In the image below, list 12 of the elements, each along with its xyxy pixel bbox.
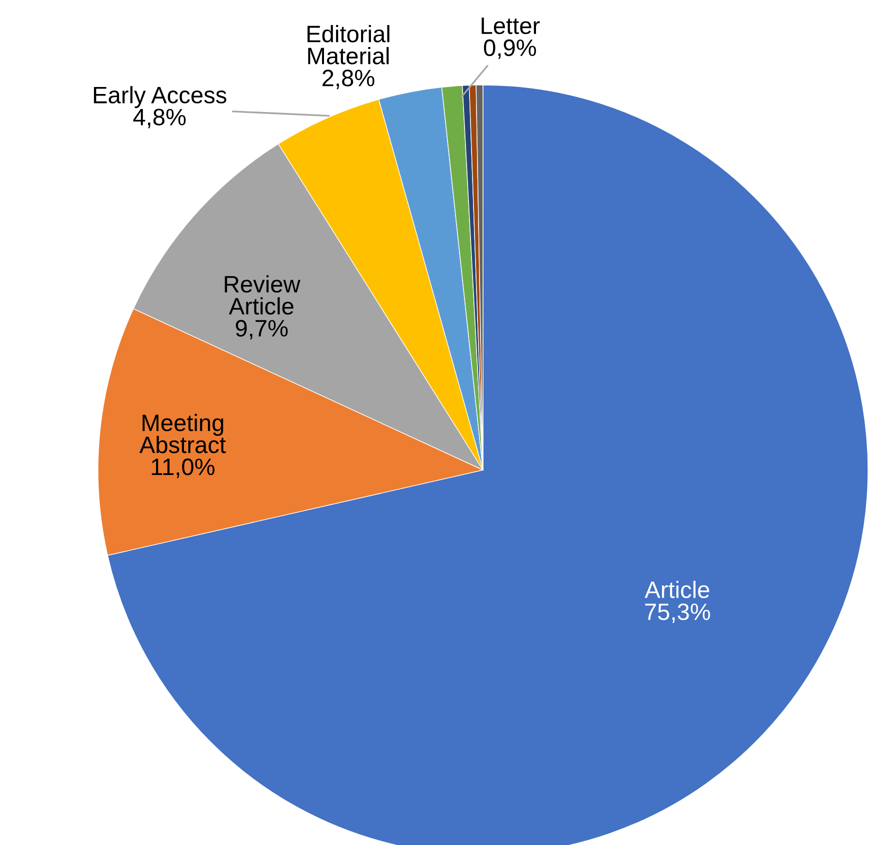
- data-label: 75,3%: [645, 603, 710, 623]
- data-label: 9,7%: [236, 320, 288, 340]
- slice-label: Editorial Material: [308, 25, 390, 64]
- slice-label: Meeting Abstract: [139, 414, 226, 454]
- data-label: 11,0%: [152, 458, 214, 478]
- data-label: 2,8%: [322, 70, 374, 90]
- slice-label: Early Access: [94, 86, 226, 108]
- slice-label: Article: [644, 580, 710, 598]
- slice-label: Letter: [482, 18, 540, 34]
- slice-label: Review Article: [224, 275, 300, 315]
- data-label: 4,8%: [133, 108, 186, 128]
- data-label: 0,9%: [484, 39, 536, 59]
